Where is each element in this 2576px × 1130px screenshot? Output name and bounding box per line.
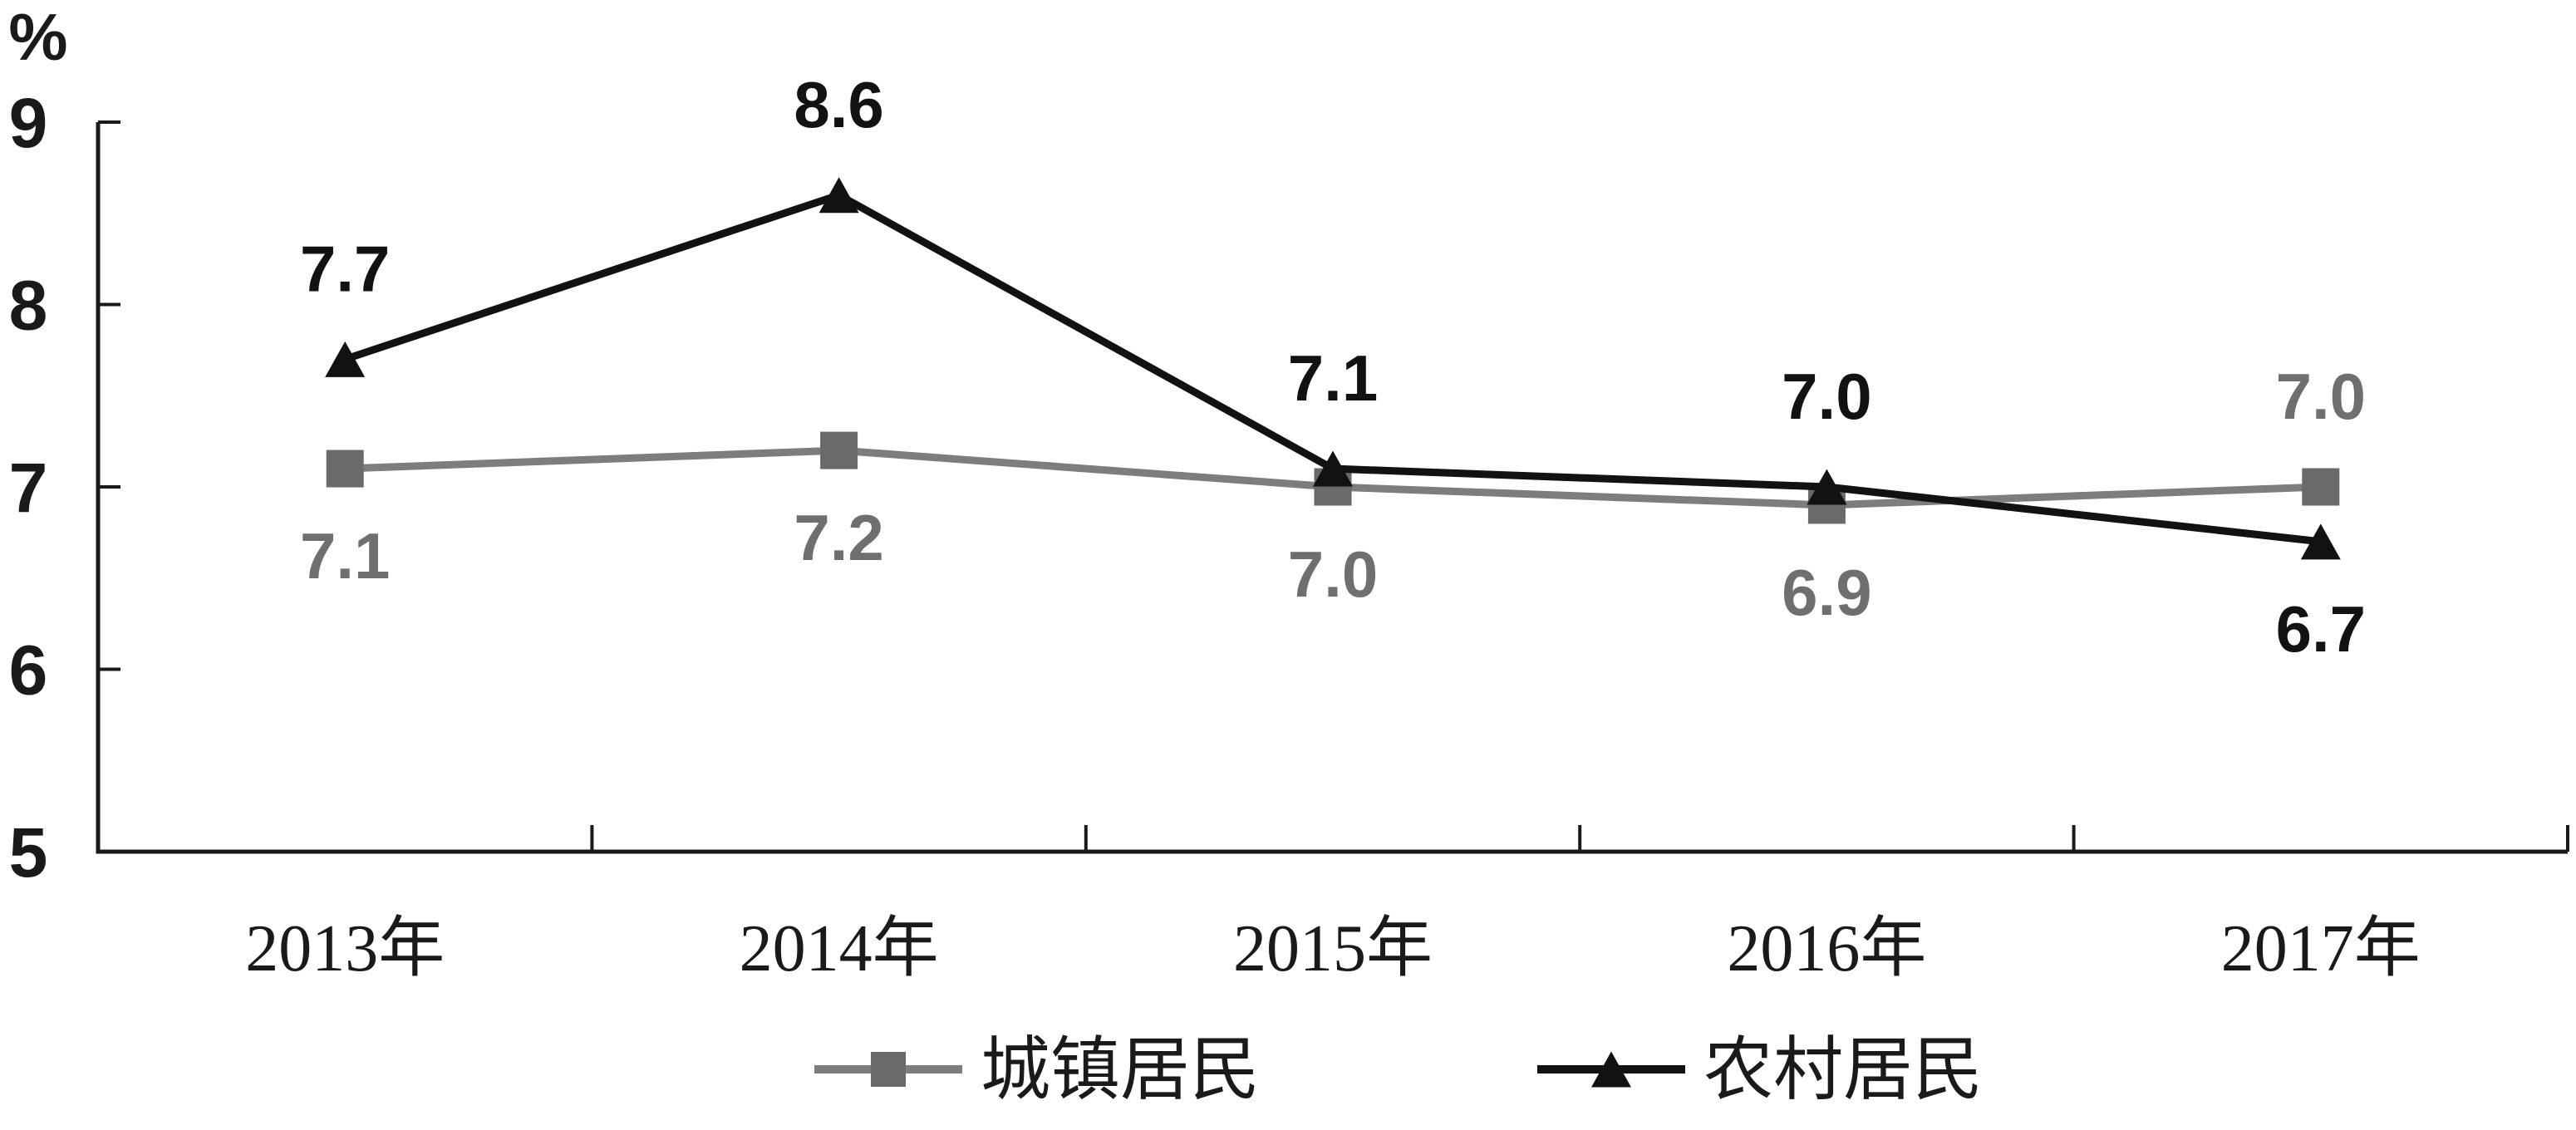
series-0: 7.1 7.2 7.0 6.9 7.0 [300, 360, 2366, 629]
series-1: 7.7 8.6 7.1 7.0 6.7 [300, 68, 2366, 666]
x-axis-label-1: 2014年 [740, 912, 939, 985]
y-axis-tick-label-4: 9 [9, 84, 48, 162]
data-point-marker-s0-0 [326, 450, 364, 488]
y-axis-unit-label: % [8, 0, 67, 74]
legend-item-1: 农村居民 [1537, 1032, 1983, 1109]
value-label-s1-4: 6.7 [2276, 592, 2366, 666]
legend-marker-1 [1591, 1051, 1631, 1088]
y-axis-tick-label-2: 7 [9, 449, 48, 527]
legend-item-0: 城镇居民 [814, 1032, 1260, 1109]
value-label-s1-1: 8.6 [794, 68, 883, 141]
legend-item-label-1: 农村居民 [1703, 1032, 1983, 1109]
value-label-s0-2: 7.0 [1288, 538, 1378, 611]
x-axis-label-0: 2013年 [245, 912, 445, 985]
x-axis-label-2: 2015年 [1233, 912, 1433, 985]
data-point-marker-s1-1 [819, 177, 859, 214]
value-label-s0-0: 7.1 [300, 519, 390, 592]
x-axis-label-3: 2016年 [1727, 912, 1926, 985]
data-point-marker-s0-1 [820, 431, 858, 469]
chart-legend: 城镇居民 农村居民 [814, 1032, 1983, 1109]
axis-lines [96, 122, 2568, 854]
value-label-s0-4: 7.0 [2276, 360, 2366, 433]
data-point-marker-s1-4 [2300, 523, 2341, 560]
y-axis-tick-label-1: 6 [9, 631, 48, 710]
value-label-s1-0: 7.7 [300, 232, 390, 305]
data-point-marker-s1-0 [325, 341, 366, 377]
data-point-marker-s1-2 [1313, 450, 1353, 487]
data-point-marker-s0-4 [2302, 468, 2340, 506]
legend-item-label-0: 城镇居民 [981, 1032, 1260, 1109]
data-point-marker-s1-3 [1807, 469, 1847, 505]
y-axis-tick-label-3: 8 [9, 267, 48, 345]
value-label-s1-3: 7.0 [1782, 360, 1871, 433]
legend-marker-0 [871, 1052, 906, 1087]
y-axis-tick-label-0: 5 [9, 813, 48, 892]
value-label-s1-2: 7.1 [1288, 341, 1378, 415]
value-label-s0-1: 7.2 [794, 501, 883, 574]
x-axis-label-4: 2017年 [2221, 912, 2421, 985]
value-label-s0-3: 6.9 [1782, 556, 1871, 629]
